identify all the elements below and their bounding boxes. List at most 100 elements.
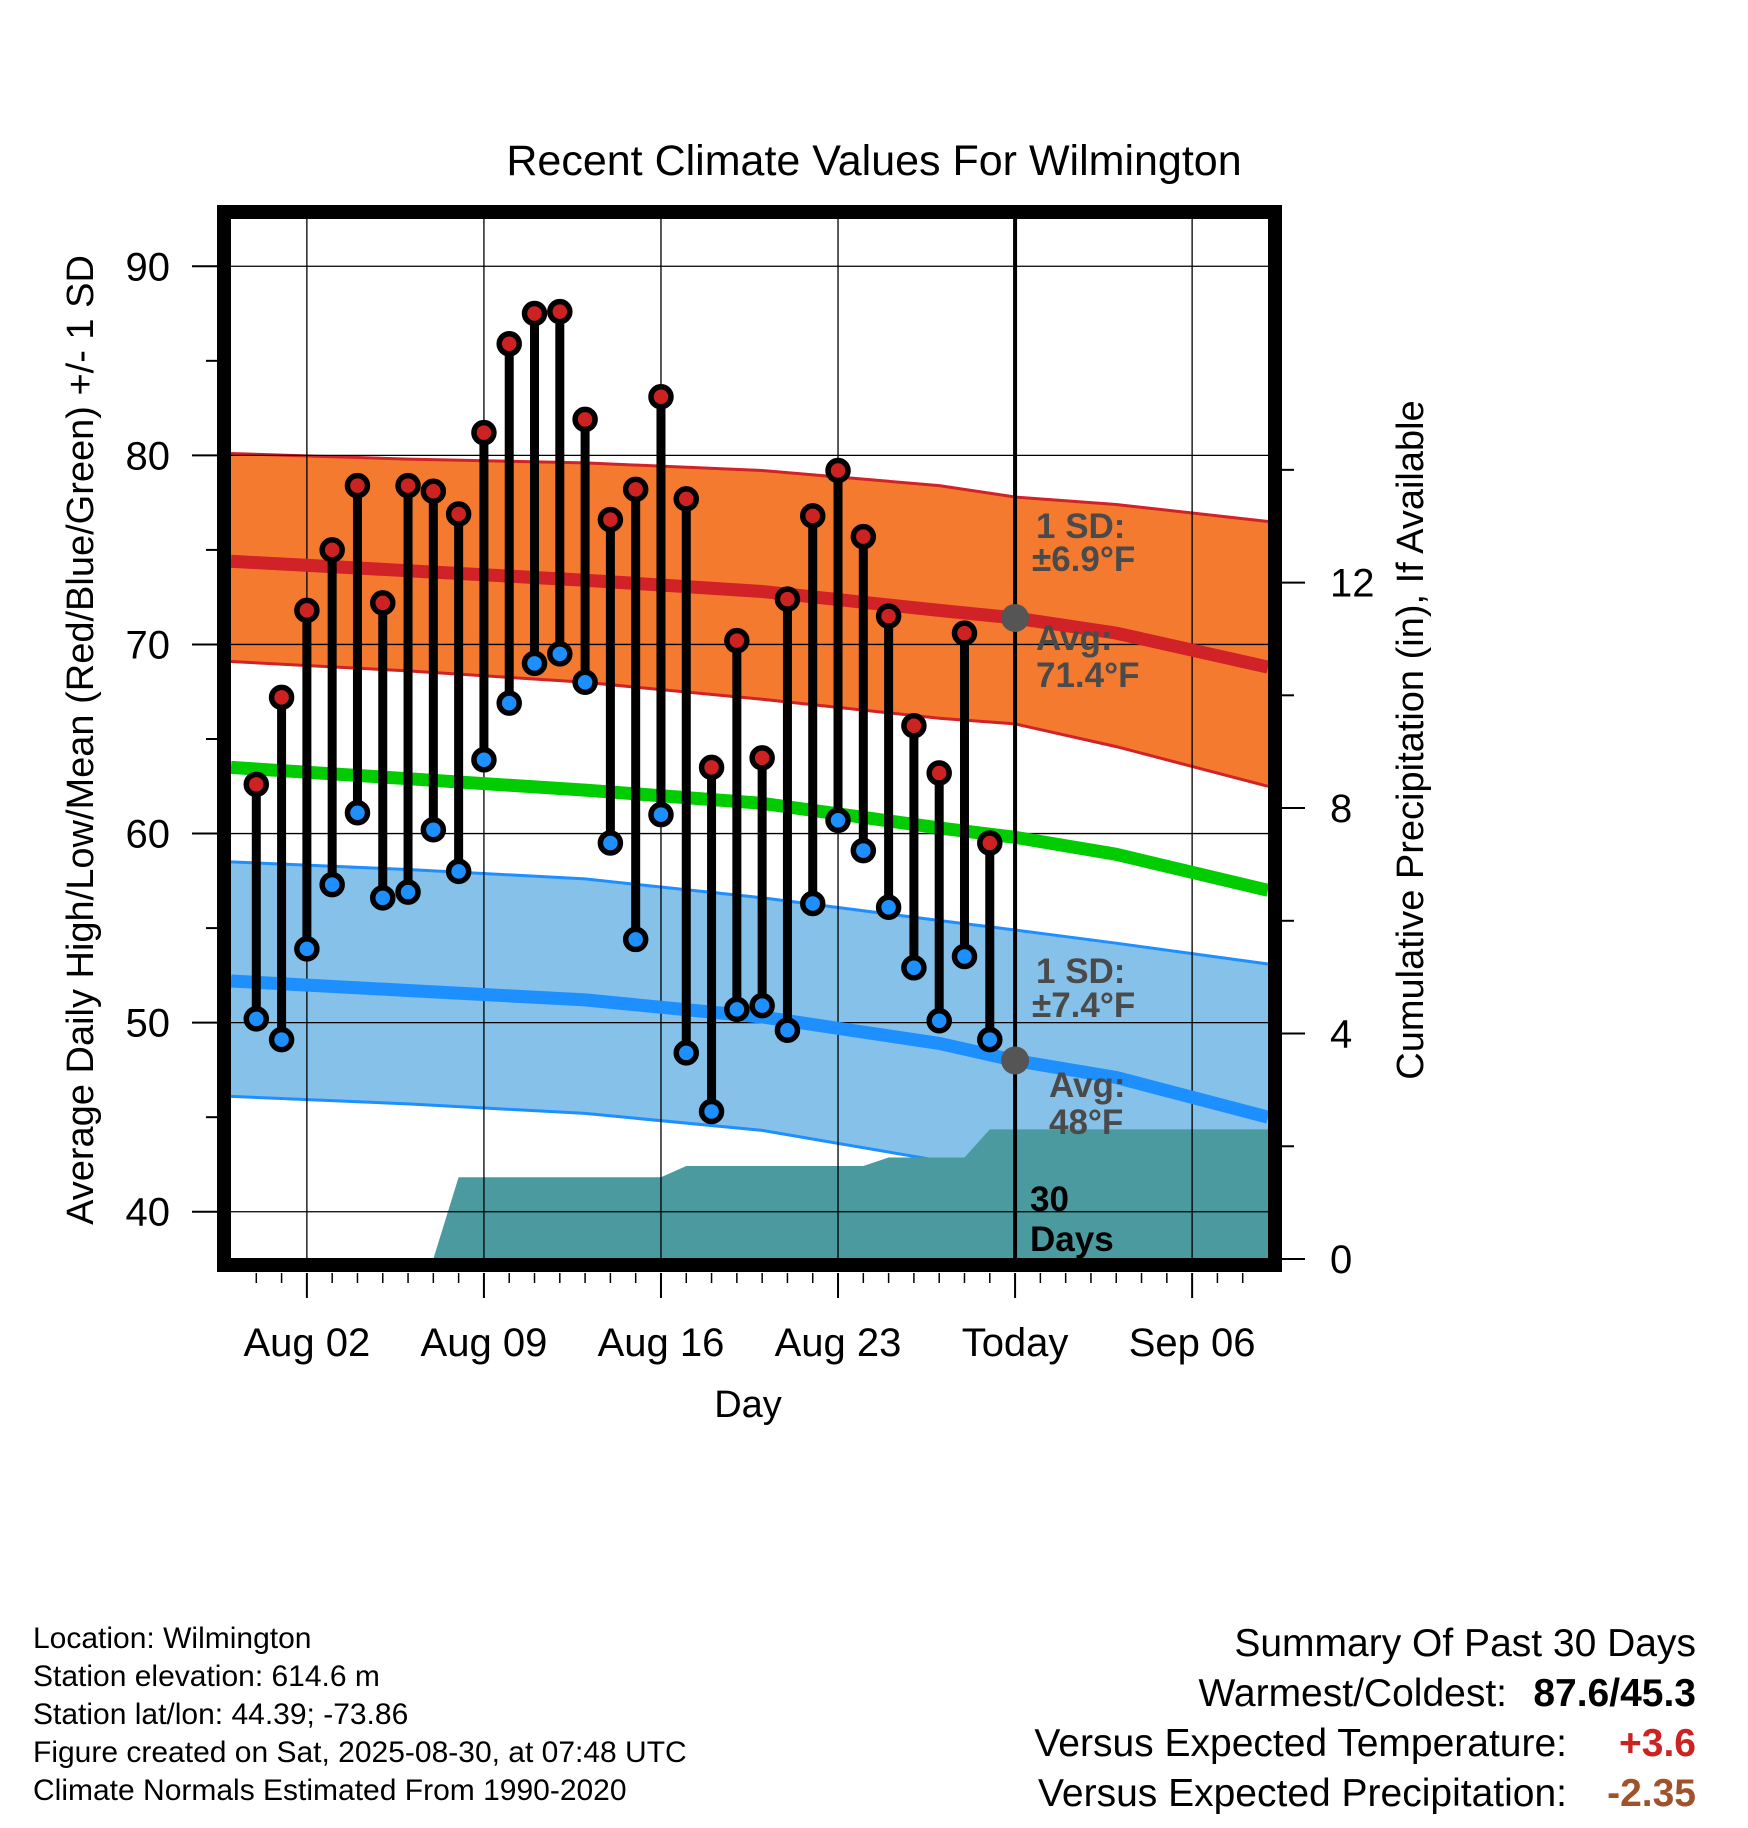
observed-high-2025-08-11 bbox=[521, 300, 548, 327]
observed-low-2025-08-04 bbox=[344, 799, 371, 826]
observed-low-2025-08-07 bbox=[420, 817, 447, 843]
x-tick-label-2025-08-23: Aug 23 bbox=[775, 1321, 902, 1365]
observed-high-2025-08-29 bbox=[977, 830, 1003, 856]
precip-value: -2.35 bbox=[1607, 1772, 1696, 1815]
observed-low-2025-08-19 bbox=[724, 996, 750, 1023]
observed-high-2025-08-27 bbox=[926, 760, 952, 786]
observed-low-2025-08-21 bbox=[774, 1017, 801, 1043]
y-axis-label: Average Daily High/Low/Mean (Red/Blue/Gr… bbox=[60, 255, 102, 1225]
observed-high-2025-08-17 bbox=[673, 486, 700, 512]
y-tick-label-70: 70 bbox=[126, 623, 171, 667]
y2-tick-label-4: 4 bbox=[1330, 1013, 1352, 1057]
created-text: Figure created on Sat, 2025-08-30, at 07… bbox=[33, 1736, 687, 1769]
temp-label: Versus Expected Temperature: bbox=[1034, 1722, 1567, 1765]
y2-tick-label-8: 8 bbox=[1330, 787, 1352, 831]
today-high-marker bbox=[1001, 603, 1030, 632]
station-info: Location: Wilmington Station elevation: … bbox=[33, 1620, 853, 1810]
observed-high-2025-08-26 bbox=[901, 713, 927, 739]
observed-low-2025-08-20 bbox=[749, 992, 775, 1019]
observed-high-2025-08-20 bbox=[749, 745, 775, 771]
temp-value: +3.6 bbox=[1619, 1722, 1696, 1765]
low-sd-label: 1 SD: bbox=[1036, 952, 1125, 991]
observed-low-2025-08-23 bbox=[825, 807, 851, 834]
observed-high-2025-08-14 bbox=[597, 506, 624, 533]
observed-low-2025-08-13 bbox=[572, 669, 598, 696]
observed-high-2025-08-13 bbox=[572, 406, 598, 433]
summary-temp-row: Versus Expected Temperature: +3.6 bbox=[876, 1719, 1696, 1769]
location-text: Location: Wilmington bbox=[33, 1622, 312, 1655]
x-tick-label-2025-08-02: Aug 02 bbox=[243, 1321, 370, 1365]
high-sd-value: ±6.9°F bbox=[1032, 540, 1135, 579]
y2-tick-label-0: 0 bbox=[1330, 1238, 1352, 1282]
low-sd-value: ±7.4°F bbox=[1032, 986, 1135, 1025]
low-avg-label: Avg: bbox=[1049, 1066, 1125, 1105]
y-tick-label-60: 60 bbox=[126, 813, 171, 857]
observed-high-2025-08-04 bbox=[344, 472, 371, 499]
high-avg-label: Avg: bbox=[1036, 619, 1112, 658]
observed-low-2025-08-16 bbox=[648, 801, 674, 828]
high-avg-value: 71.4°F bbox=[1036, 656, 1140, 695]
x-tick-label-2025-09-06: Sep 06 bbox=[1129, 1321, 1256, 1365]
observed-high-2025-08-10 bbox=[496, 331, 522, 357]
observed-high-2025-08-07 bbox=[420, 478, 447, 505]
observed-low-2025-08-08 bbox=[445, 858, 472, 885]
low-sd-band-upper-edge bbox=[230, 860, 1269, 966]
observed-high-2025-08-08 bbox=[445, 501, 472, 527]
observed-low-2025-08-11 bbox=[521, 650, 548, 677]
precip-label: Versus Expected Precipitation: bbox=[1038, 1772, 1567, 1815]
x-tick-label-2025-08-09: Aug 09 bbox=[421, 1321, 548, 1365]
observed-high-2025-08-19 bbox=[724, 627, 750, 654]
latlon-text: Station lat/lon: 44.39; -73.86 bbox=[33, 1698, 409, 1731]
summary-warm-cold-row: Warmest/Coldest: 87.6/45.3 bbox=[876, 1669, 1696, 1719]
observed-low-2025-08-29 bbox=[977, 1026, 1003, 1053]
observed-low-2025-08-10 bbox=[496, 690, 522, 716]
observed-high-2025-07-31 bbox=[243, 771, 270, 798]
high-sd-band-upper-edge bbox=[230, 452, 1269, 523]
observed-low-2025-08-12 bbox=[547, 641, 573, 667]
observed-high-2025-08-02 bbox=[294, 597, 320, 624]
high-sd-label: 1 SD: bbox=[1036, 507, 1125, 546]
observed-high-2025-08-16 bbox=[648, 383, 674, 410]
observed-low-2025-08-18 bbox=[698, 1098, 725, 1125]
observed-low-2025-08-01 bbox=[268, 1026, 295, 1053]
observed-low-2025-08-09 bbox=[471, 747, 497, 773]
precipitation-area bbox=[433, 1129, 1268, 1259]
observed-high-2025-08-28 bbox=[951, 620, 978, 646]
observed-low-2025-08-27 bbox=[926, 1007, 952, 1034]
observed-low-2025-08-05 bbox=[370, 885, 396, 911]
y-tick-label-40: 40 bbox=[126, 1191, 171, 1235]
observed-low-2025-08-03 bbox=[319, 871, 345, 898]
observed-low-2025-08-15 bbox=[622, 926, 649, 953]
precip-days-word: Days bbox=[1030, 1220, 1114, 1259]
observed-high-2025-08-23 bbox=[825, 457, 851, 484]
observed-low-2025-08-28 bbox=[951, 943, 978, 970]
observed-high-2025-08-12 bbox=[547, 298, 573, 325]
y-tick-label-50: 50 bbox=[126, 1002, 171, 1046]
observed-high-2025-08-05 bbox=[370, 590, 396, 616]
high-sd-band bbox=[231, 453, 1268, 787]
x-tick-label-2025-08-16: Aug 16 bbox=[598, 1321, 725, 1365]
x-axis-label: Day bbox=[714, 1384, 782, 1426]
normal-low-line bbox=[230, 974, 1270, 1124]
observed-high-2025-08-21 bbox=[774, 586, 801, 612]
observed-high-2025-08-01 bbox=[268, 684, 295, 711]
observed-high-2025-08-15 bbox=[622, 476, 649, 503]
summary-panel: Summary Of Past 30 Days Warmest/Coldest:… bbox=[876, 1619, 1696, 1819]
warm-cold-label: Warmest/Coldest: bbox=[1198, 1672, 1507, 1715]
observed-high-2025-08-24 bbox=[850, 523, 877, 550]
observed-high-2025-08-03 bbox=[319, 537, 345, 563]
observed-high-2025-08-09 bbox=[471, 419, 497, 446]
observed-low-2025-08-17 bbox=[673, 1040, 700, 1066]
plot-frame-border bbox=[217, 205, 1282, 1272]
observed-low-2025-08-25 bbox=[875, 894, 902, 921]
observed-low-2025-08-14 bbox=[597, 830, 624, 856]
y2-tick-label-12: 12 bbox=[1330, 562, 1375, 606]
low-sd-band bbox=[231, 861, 1268, 1186]
observed-temperatures bbox=[243, 298, 1003, 1125]
observed-low-2025-08-06 bbox=[395, 879, 421, 905]
chart-title: Recent Climate Values For Wilmington bbox=[506, 137, 1241, 185]
y-tick-label-80: 80 bbox=[126, 434, 171, 478]
observed-high-2025-08-22 bbox=[799, 503, 826, 529]
